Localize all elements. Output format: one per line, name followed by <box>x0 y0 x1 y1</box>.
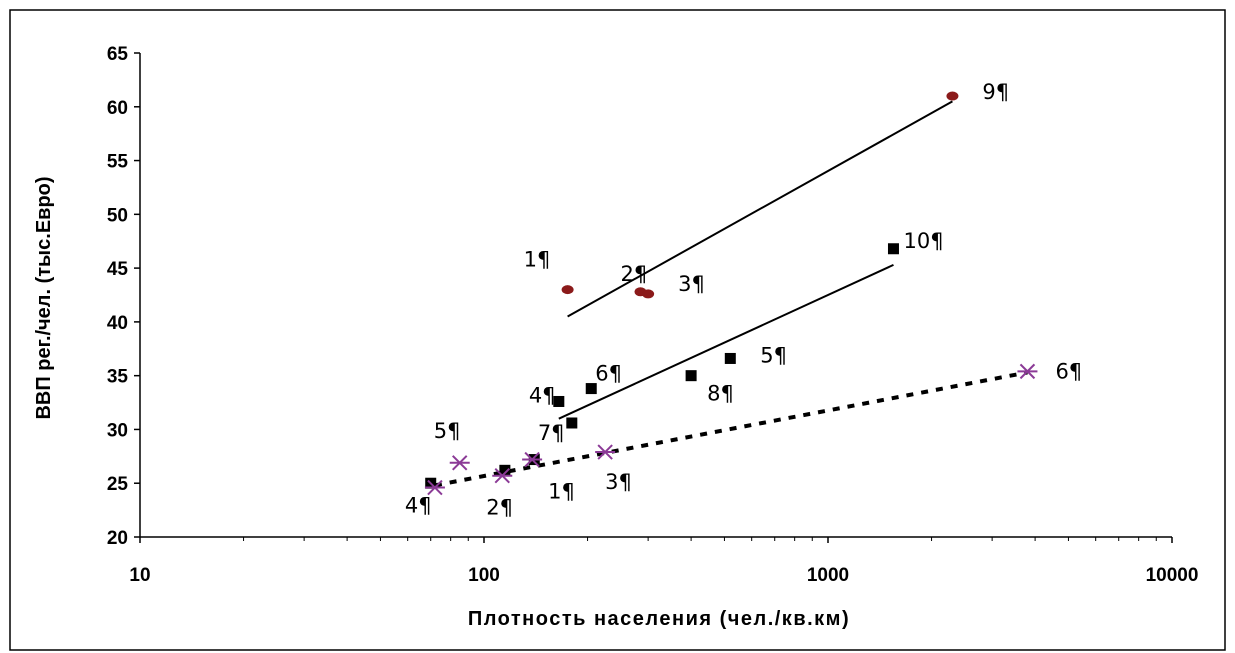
point-marker <box>946 91 959 101</box>
y-tick-label: 20 <box>107 528 128 549</box>
x-tick-label: 100 <box>468 565 500 586</box>
point-label: 9¶ <box>982 80 1009 104</box>
x-axis-ticks: 10 100 1000 10000 <box>129 537 1198 586</box>
point-label: 4¶ <box>405 494 432 518</box>
trendline-3 <box>434 370 1028 488</box>
point-label: 2¶ <box>620 262 647 286</box>
point-label: 5¶ <box>760 343 787 367</box>
point-label: 6¶ <box>595 362 622 386</box>
trendline-1 <box>567 100 953 318</box>
trendlines <box>434 100 1028 488</box>
point-label: 4¶ <box>529 383 556 407</box>
y-tick-label: 30 <box>107 420 128 441</box>
point-label: 3¶ <box>678 272 705 296</box>
data-markers <box>424 91 1038 496</box>
point-label: 7¶ <box>538 421 565 445</box>
x-tick-label: 10 <box>129 565 150 586</box>
point-marker <box>1017 363 1038 380</box>
point-marker <box>685 370 697 382</box>
y-axis-title: ВВП рег./чел. (тыс.Евро) <box>33 176 55 419</box>
y-tick-label: 65 <box>107 44 129 65</box>
point-marker <box>585 383 597 395</box>
y-tick-label: 40 <box>107 313 128 334</box>
y-tick-label: 35 <box>107 367 129 388</box>
point-label: 3¶ <box>605 470 632 494</box>
point-labels: 1¶ 2¶ 3¶ 9¶ 4¶ 7¶ 6¶ 8¶ 5¶ 10¶ 4¶ 5¶ 2¶ 1¶ 3¶ 6¶ <box>405 80 1082 520</box>
y-tick-label: 45 <box>107 259 129 280</box>
trendline-2 <box>558 263 894 420</box>
y-tick-label: 55 <box>107 152 129 173</box>
point-marker <box>492 467 513 484</box>
point-marker <box>887 243 899 255</box>
point-label: 10¶ <box>903 229 943 253</box>
point-marker <box>553 395 565 407</box>
point-label: 6¶ <box>1055 359 1082 383</box>
x-tick-label: 1000 <box>807 565 849 586</box>
plot-area: 1¶ 2¶ 3¶ 9¶ 4¶ 7¶ 6¶ 8¶ 5¶ 10¶ 4¶ 5¶ 2¶ 1¶ 3¶ 6¶ 20 25 30… <box>107 44 1199 586</box>
point-label: 5¶ <box>434 419 461 443</box>
point-marker <box>522 451 543 468</box>
point-marker <box>724 352 736 364</box>
y-axis-ticks: 20 25 30 35 40 45 50 55 60 65 <box>107 44 140 549</box>
y-tick-label: 50 <box>107 205 128 226</box>
point-label: 2¶ <box>486 496 513 520</box>
point-marker <box>561 285 574 295</box>
point-marker <box>595 444 616 460</box>
x-tick-label: 10000 <box>1146 565 1199 586</box>
y-tick-label: 25 <box>107 474 129 495</box>
point-marker <box>566 417 578 429</box>
point-marker <box>424 479 445 496</box>
point-label: 8¶ <box>707 382 734 406</box>
point-marker <box>499 464 511 476</box>
point-marker <box>642 289 655 299</box>
chart-border <box>9 9 1226 651</box>
point-label: 1¶ <box>548 480 575 504</box>
y-tick-label: 60 <box>107 98 128 119</box>
x-axis-title: Плотность населения (чел./кв.км) <box>468 608 850 630</box>
point-label: 1¶ <box>524 248 551 272</box>
point-marker <box>449 455 470 471</box>
